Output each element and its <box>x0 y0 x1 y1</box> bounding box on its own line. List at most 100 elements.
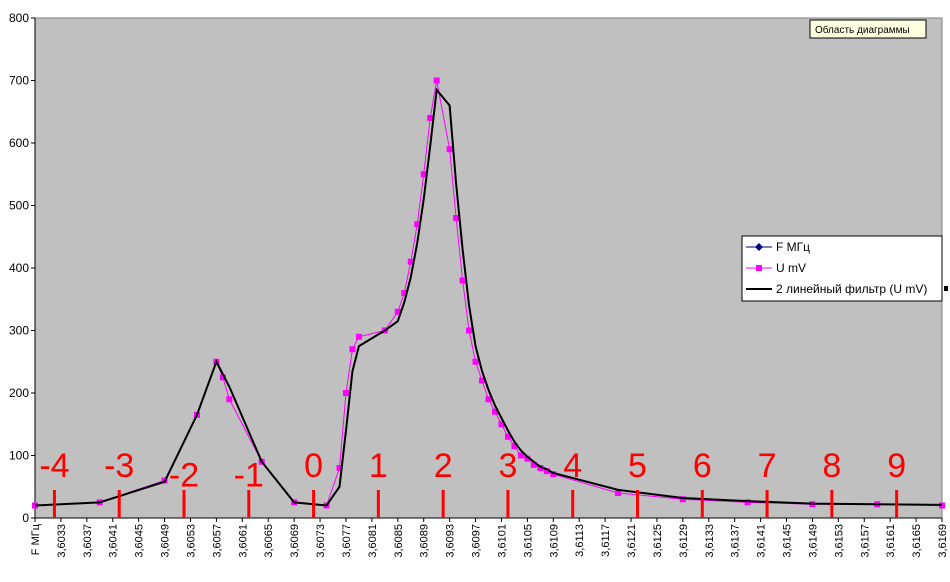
point <box>537 465 544 471</box>
point <box>427 115 434 121</box>
x-tick-label: 3,6121 <box>626 524 638 558</box>
trend-line <box>34 87 943 507</box>
y-tick-label: 0 <box>22 511 29 525</box>
point <box>342 390 349 396</box>
x-tick-label: 3,6033 <box>56 524 68 558</box>
y-tick-label: 100 <box>9 449 29 463</box>
point <box>679 496 686 503</box>
annotation: -4 <box>39 447 69 485</box>
annotation: 9 <box>887 447 906 485</box>
y-tick-label: 300 <box>9 324 29 338</box>
annotation: 1 <box>369 447 388 485</box>
x-tick-label: 3,6081 <box>367 524 379 558</box>
x-tick-label: 3,6089 <box>419 524 431 558</box>
x-tick-label: 3,6061 <box>237 524 249 558</box>
x-tick-label: 3,6045 <box>134 524 146 558</box>
point <box>543 468 550 475</box>
annotation: -3 <box>104 447 134 485</box>
y-tick-label: 700 <box>9 74 29 88</box>
point <box>485 396 492 403</box>
point <box>355 333 362 340</box>
point <box>336 465 343 471</box>
point <box>394 308 401 315</box>
annotation: 4 <box>563 447 582 485</box>
point <box>491 408 498 415</box>
x-tick-label: 3,6157 <box>859 524 871 558</box>
point <box>472 358 479 365</box>
y-tick-label: 800 <box>9 11 29 25</box>
point <box>414 221 421 228</box>
x-tick-label: 3,6165 <box>911 524 923 558</box>
point <box>524 455 531 462</box>
point <box>349 346 356 353</box>
x-tick-label: F МГц <box>30 523 42 555</box>
x-tick-label: 3,6053 <box>185 524 197 558</box>
x-tick-label: 3,6037 <box>82 524 94 558</box>
legend-label: F МГц <box>776 240 810 254</box>
annotation: -2 <box>169 456 199 494</box>
x-tick-label: 3,6085 <box>393 524 405 558</box>
tooltip: Область диаграммы <box>815 24 910 36</box>
point <box>550 471 557 478</box>
x-tick-label: 3,6141 <box>756 524 768 558</box>
y-tick-label: 600 <box>9 136 29 150</box>
x-tick-label: 3,6109 <box>548 524 560 558</box>
x-tick-label: 3,6153 <box>833 524 845 558</box>
legend-marker <box>755 243 763 251</box>
point <box>498 421 505 428</box>
x-tick-label: 3,6125 <box>652 524 664 558</box>
point <box>226 396 233 403</box>
x-tick-label: 3,6113 <box>574 524 586 557</box>
annotation: -1 <box>234 456 264 494</box>
x-tick-label: 3,6077 <box>341 524 353 558</box>
legend-label: 2 линейный фильтр (U mV) <box>776 282 927 296</box>
x-tick-label: 3,6117 <box>600 524 612 557</box>
legend-box <box>741 235 943 302</box>
y-tick-label: 200 <box>9 386 29 400</box>
annotation: 0 <box>304 447 323 485</box>
annotation: 2 <box>434 447 453 485</box>
x-tick-label: 3,6069 <box>289 524 301 558</box>
x-tick-label: 3,6101 <box>496 524 508 558</box>
point <box>446 146 453 153</box>
x-tick-label: 3,6057 <box>211 524 223 558</box>
point <box>219 374 226 381</box>
point <box>401 290 408 296</box>
annotation: 6 <box>693 447 712 485</box>
legend-handle <box>944 286 948 291</box>
x-tick-label: 3,6065 <box>263 524 275 558</box>
point <box>407 258 414 265</box>
annotation: 8 <box>822 447 841 485</box>
x-tick-label: 3,6133 <box>704 524 716 558</box>
point <box>744 499 751 506</box>
x-tick-label: 3,6073 <box>315 524 327 558</box>
legend-marker <box>756 265 762 271</box>
point <box>939 502 945 509</box>
tooltip-box <box>809 19 927 39</box>
x-tick-label: 3,6049 <box>160 524 172 558</box>
point <box>466 327 473 334</box>
point <box>511 443 518 450</box>
x-tick-label: 3,6129 <box>678 524 690 558</box>
point <box>615 490 622 496</box>
annotation: 7 <box>758 447 777 485</box>
point <box>453 215 460 221</box>
x-tick-label: 3,6093 <box>445 524 457 558</box>
y-tick-label: 400 <box>9 261 29 275</box>
x-tick-label: 3,6105 <box>522 524 534 558</box>
legend-label: U mV <box>776 261 806 275</box>
annotation: 3 <box>498 447 517 485</box>
point <box>517 452 524 459</box>
point <box>420 171 427 178</box>
point <box>530 461 537 468</box>
y-tick-label: 500 <box>9 199 29 213</box>
x-tick-label: 3,6041 <box>108 524 120 558</box>
x-tick-label: 3,6145 <box>782 524 794 558</box>
point <box>433 77 440 84</box>
annotation: 5 <box>628 447 647 485</box>
point <box>504 433 511 440</box>
x-tick-label: 3,6161 <box>885 524 897 558</box>
x-tick-label: 3,6097 <box>471 524 483 558</box>
point <box>459 277 466 284</box>
